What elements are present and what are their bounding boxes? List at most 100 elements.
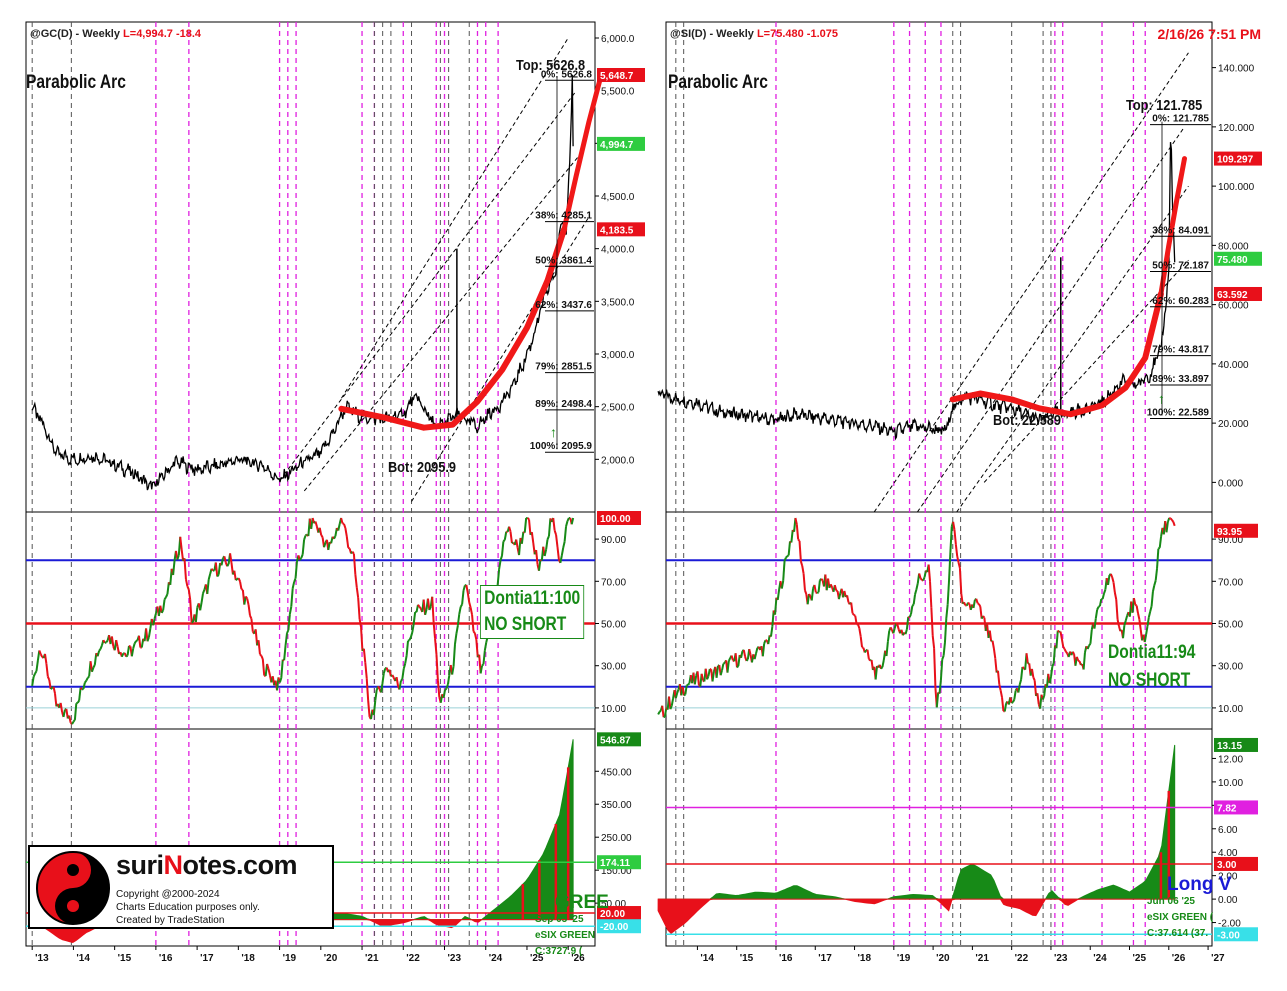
gold-osc-segment-111	[187, 589, 192, 600]
silver-osc-segment-368	[1156, 548, 1160, 569]
gold-osc-segment-337	[509, 531, 513, 544]
gold-osc-segment-372	[559, 555, 563, 564]
gold-osc-segment-316	[479, 665, 484, 674]
silver-osc-segment-170	[886, 630, 891, 642]
silver-osc-segment-105	[798, 540, 802, 562]
gold-osc-segment-380	[570, 517, 575, 525]
gold-chart-title: Parabolic Arc	[26, 72, 126, 93]
gold-osc-segment-230	[357, 597, 361, 620]
silver-osc-segment-310	[1077, 659, 1080, 663]
gold-osc-segment-12	[46, 676, 51, 681]
gold-hist-y-label-0: 450.00	[601, 767, 632, 778]
silver-osc-segment-345	[1124, 615, 1129, 621]
silver-osc-segment-52	[726, 660, 730, 673]
gold-osc-segment-263	[404, 655, 408, 664]
gold-osc-segment-308	[468, 602, 472, 608]
silver-osc-segment-254	[1001, 697, 1005, 712]
silver-osc-segment-19	[681, 686, 685, 696]
gold-osc-segment-96	[166, 582, 170, 595]
silver-osc-segment-324	[1096, 606, 1100, 610]
silver-price-tag-bg-1	[1214, 251, 1262, 266]
silver-osc-segment-236	[977, 602, 980, 605]
gold-osc-segment-13	[48, 679, 52, 690]
gold-hist-tag-bg-3	[597, 919, 641, 934]
gold-osc-segment-235	[364, 662, 368, 679]
gold-symbol: @GC(D) - Weekly	[30, 28, 120, 40]
silver-osc-segment-224	[960, 593, 964, 604]
silver-osc-segment-235	[975, 598, 979, 604]
silver-osc-segment-177	[896, 624, 900, 630]
gold-osc-segment-155	[250, 618, 254, 632]
gold-osc-segment-162	[260, 655, 264, 660]
silver-hist-y-label-7: -2.00	[1218, 919, 1241, 930]
silver-legend-line-2: eSIX GREEN (	[1147, 912, 1214, 923]
silver-osc-segment-128	[829, 583, 834, 588]
gold-osc-segment-180	[286, 629, 290, 634]
gold-osc-segment-350	[528, 519, 532, 535]
silver-legend-line-0: Long V	[1167, 874, 1232, 895]
gold-osc-segment-229	[355, 587, 360, 599]
silver-osc-segment-117	[815, 591, 818, 595]
gold-osc-segment-95	[165, 593, 169, 598]
silver-osc-segment-336	[1112, 582, 1116, 593]
gold-osc-segment-376	[565, 520, 569, 527]
silver-osc-segment-221	[956, 555, 960, 563]
silver-price-tag-2: 63.592	[1217, 290, 1248, 301]
gold-osc-segment-49	[99, 645, 103, 650]
silver-osc-segment-134	[837, 592, 842, 600]
silver-osc-segment-276	[1030, 668, 1035, 678]
silver-x-tick-label-10: '24	[1093, 953, 1107, 964]
gold-osc-segment-185	[293, 577, 297, 583]
silver-x-tick-label-11: '25	[1133, 953, 1147, 964]
silver-osc-segment-33	[700, 673, 704, 681]
gold-osc-segment-237	[367, 700, 371, 717]
silver-osc-segment-161	[874, 665, 878, 680]
silver-osc-segment-223	[958, 568, 963, 594]
gold-fib-label-2: 50%: 3861.4	[535, 255, 592, 266]
gold-osc-segment-93	[162, 599, 166, 611]
silver-osc-segment-204	[933, 648, 937, 689]
silver-osc-segment-213	[945, 604, 949, 619]
silver-hist-tag-bg-0	[1214, 737, 1258, 752]
silver-osc-segment-354	[1137, 612, 1141, 620]
silver-osc-segment-48	[721, 663, 725, 671]
gold-osc-segment-191	[301, 539, 306, 555]
gold-osc-segment-119	[199, 602, 203, 611]
gold-osc-segment-300	[456, 613, 461, 626]
silver-hist-y-label-5: 2.00	[1218, 872, 1238, 883]
gold-osc-segment-209	[327, 541, 331, 551]
silver-osc-segment-174	[892, 628, 896, 634]
silver-fib-label-0: 0%: 121.785	[1152, 114, 1209, 125]
silver-osc-segment-47	[719, 669, 723, 676]
gold-osc-segment-7	[39, 653, 44, 658]
gold-osc-segment-220	[343, 523, 347, 529]
silver-osc-segment-149	[858, 628, 862, 637]
silver-osc-segment-97	[787, 541, 791, 556]
gold-osc-segment-152	[246, 598, 250, 606]
gold-legend-line-0: GREE	[555, 892, 609, 913]
gold-osc-segment-319	[483, 641, 488, 651]
gold-x-tick-label-8: '21	[365, 953, 379, 964]
silver-x-tick-label-13: '27	[1211, 953, 1225, 964]
gold-osc-segment-163	[261, 659, 266, 676]
silver-osc-segment-229	[967, 601, 971, 605]
silver-fib-label-6: 100%: 22.589	[1147, 407, 1210, 418]
gold-osc-segment-2	[32, 673, 36, 678]
gold-top-label: Top: 5626.8	[516, 56, 585, 73]
silver-osc-segment-317	[1086, 645, 1090, 650]
logo-disclaimer: Charts Education purposes only.	[116, 902, 260, 913]
gold-osc-y-label-0: 90.00	[601, 535, 626, 546]
gold-osc-segment-35	[79, 687, 83, 691]
gold-osc-segment-110	[186, 585, 190, 590]
gold-osc-segment-206	[323, 542, 327, 548]
silver-x-tick-label-2: '16	[779, 953, 793, 964]
gold-osc-segment-140	[229, 553, 233, 564]
silver-osc-segment-6	[663, 707, 668, 717]
gold-osc-segment-92	[160, 609, 165, 614]
silver-osc-segment-214	[946, 580, 951, 605]
silver-osc-segment-53	[727, 657, 732, 662]
silver-x-tick-label-3: '17	[818, 953, 832, 964]
silver-osc-segment-335	[1111, 576, 1115, 583]
silver-osc-segment-375	[1165, 521, 1169, 533]
